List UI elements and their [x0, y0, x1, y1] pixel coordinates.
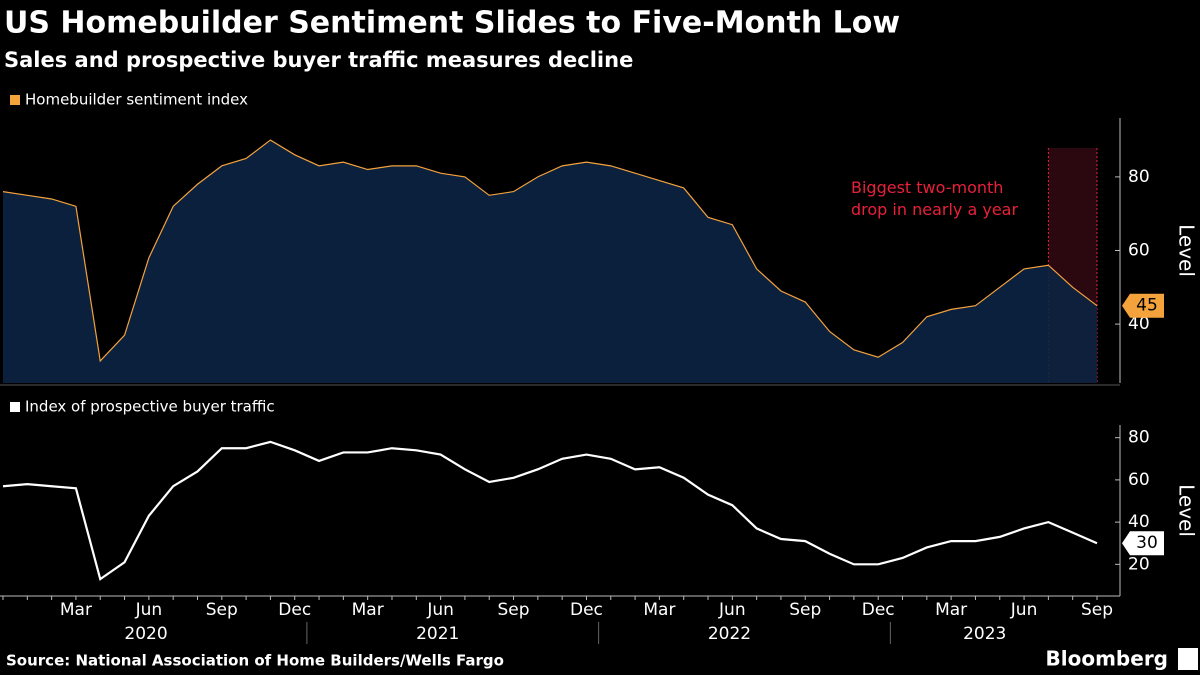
chart-title: US Homebuilder Sentiment Slides to Five-… — [4, 6, 900, 41]
chart-subtitle: Sales and prospective buyer traffic meas… — [4, 48, 633, 72]
x-tick-label: Jun — [135, 600, 163, 620]
x-tick-label: Sep — [789, 600, 821, 620]
y-tick-label: 40 — [1128, 314, 1150, 334]
brand: Bloomberg — [1046, 647, 1168, 671]
y-axis-label: Level — [1175, 224, 1199, 277]
x-tick-label: Sep — [498, 600, 530, 620]
x-year-label: 2021 — [416, 624, 459, 644]
y-tick-label: 40 — [1128, 512, 1150, 532]
x-tick-label: Jun — [426, 600, 454, 620]
brand-icon — [1178, 648, 1198, 670]
y-tick-label: 60 — [1128, 241, 1150, 261]
area — [3, 140, 1097, 383]
x-tick-label: Dec — [862, 600, 895, 620]
x-year-label: 2020 — [124, 624, 167, 644]
value-label-box — [1122, 293, 1164, 318]
legend-label: Index of prospective buyer traffic — [25, 398, 275, 416]
x-tick-label: Mar — [643, 600, 675, 620]
x-tick-label: Dec — [570, 600, 603, 620]
value-label-box — [1122, 531, 1164, 556]
source: Source: National Association of Home Bui… — [6, 652, 504, 670]
x-tick-label: Mar — [935, 600, 967, 620]
value-label: 30 — [1136, 533, 1158, 553]
line — [2, 440, 1098, 581]
legend-swatch — [10, 402, 20, 412]
x-tick-label: Sep — [1081, 600, 1113, 620]
y-tick-label: 80 — [1128, 428, 1150, 448]
value-label: 45 — [1136, 296, 1158, 316]
x-tick-label: Jun — [718, 600, 746, 620]
legend-swatch — [10, 95, 20, 105]
y-tick-label: 60 — [1128, 470, 1150, 490]
line — [2, 139, 1098, 363]
legend-label: Homebuilder sentiment index — [25, 91, 248, 109]
y-tick-label: 80 — [1128, 167, 1150, 187]
annotation: Biggest two-month drop in nearly a year — [851, 178, 1018, 219]
x-tick-label: Mar — [352, 600, 384, 620]
y-axis-label: Level — [1175, 484, 1199, 537]
x-year-label: 2022 — [708, 624, 751, 644]
x-tick-label: Mar — [60, 600, 92, 620]
y-tick-label: 20 — [1128, 554, 1150, 574]
x-tick-label: Jun — [1010, 600, 1038, 620]
x-year-label: 2023 — [963, 624, 1006, 644]
x-tick-label: Dec — [278, 600, 311, 620]
x-tick-label: Sep — [206, 600, 238, 620]
